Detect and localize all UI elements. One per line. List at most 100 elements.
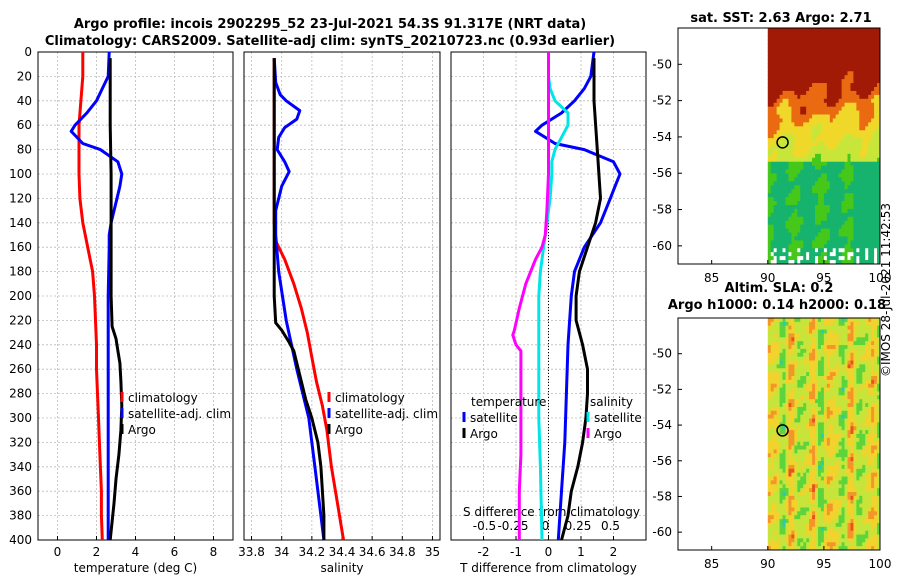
heatmap-cell <box>847 51 851 56</box>
heatmap-cell <box>794 522 798 528</box>
heatmap-cell <box>853 457 857 462</box>
heatmap-cell <box>820 472 825 477</box>
heatmap-cell <box>850 31 854 37</box>
heatmap-cell <box>871 197 875 202</box>
heatmap-cell <box>770 499 775 504</box>
heatmap-cell <box>847 83 851 88</box>
heatmap-cell <box>868 67 872 72</box>
heatmap-cell <box>853 90 857 96</box>
heatmap-cell <box>776 542 780 547</box>
heatmap-cell <box>785 75 789 80</box>
heatmap-cell <box>779 94 783 100</box>
heatmap-cell <box>806 464 810 470</box>
heatmap-cell <box>823 395 828 400</box>
heatmap-cell <box>797 31 801 37</box>
heatmap-cell <box>841 102 845 108</box>
heatmap-cell <box>797 414 801 419</box>
heatmap-cell <box>841 28 845 33</box>
heatmap-cell <box>826 484 831 489</box>
heatmap-cell <box>820 441 825 446</box>
heatmap-cell <box>785 546 789 551</box>
heatmap-cell <box>812 63 816 68</box>
heatmap-cell <box>803 503 807 508</box>
heatmap-cell <box>800 205 804 210</box>
heatmap-cell <box>782 71 786 76</box>
heatmap-cell <box>868 318 872 323</box>
heatmap-cell <box>877 519 881 524</box>
heatmap-cell <box>820 530 825 535</box>
heatmap-cell <box>794 110 798 115</box>
heatmap-cell <box>832 260 837 265</box>
heatmap-cell <box>820 480 825 485</box>
heatmap-cell <box>838 499 842 504</box>
heatmap-cell <box>797 47 801 52</box>
heatmap-cell <box>809 321 813 327</box>
heatmap-cell <box>832 495 837 501</box>
heatmap-cell <box>868 495 872 501</box>
heatmap-cell <box>862 333 866 338</box>
heatmap-cell <box>847 406 851 412</box>
heatmap-cell <box>800 90 804 96</box>
heatmap-cell <box>820 499 825 504</box>
heatmap-cell <box>817 526 822 532</box>
heatmap-cell <box>803 406 807 412</box>
heatmap-cell <box>823 252 828 257</box>
x-tick-label: 8 <box>210 545 218 559</box>
heatmap-cell <box>820 51 825 56</box>
heatmap-cell <box>850 348 854 354</box>
heatmap-cell <box>862 240 866 245</box>
heatmap-cell <box>835 173 840 178</box>
y-tick-label: 40 <box>17 94 32 108</box>
heatmap-cell <box>785 220 789 226</box>
heatmap-cell <box>812 79 816 84</box>
heatmap-cell <box>868 430 872 435</box>
heatmap-cell <box>776 348 780 354</box>
heatmap-cell <box>773 426 778 431</box>
heatmap-cell <box>812 414 816 419</box>
heatmap-cell <box>809 391 813 396</box>
x-tick-label: 95 <box>816 271 831 285</box>
heatmap-cell <box>806 376 810 381</box>
heatmap-cell <box>832 526 837 532</box>
heatmap-cell <box>832 546 837 551</box>
heatmap-cell <box>806 149 810 155</box>
heatmap-cell <box>835 185 840 190</box>
heatmap-cell <box>812 169 816 174</box>
heatmap-cell <box>803 538 807 543</box>
heatmap-cell <box>815 153 819 159</box>
heatmap-cell <box>770 181 775 186</box>
heatmap-cell <box>841 134 845 139</box>
heatmap-cell <box>835 161 840 167</box>
heatmap-cell <box>847 197 851 202</box>
heatmap-cell <box>859 325 863 330</box>
heatmap-cell <box>820 522 825 528</box>
heatmap-cell <box>868 260 872 265</box>
heatmap-cell <box>788 98 792 104</box>
heatmap-cell <box>844 422 848 427</box>
heatmap-cell <box>838 376 842 381</box>
heatmap-cell <box>832 410 837 416</box>
heatmap-cell <box>865 212 869 218</box>
heatmap-cell <box>823 372 828 377</box>
heatmap-cell <box>871 434 875 439</box>
heatmap-cell <box>823 149 828 155</box>
heatmap-cell <box>847 220 851 226</box>
heatmap-cell <box>847 114 851 119</box>
heatmap-cell <box>820 376 825 381</box>
heatmap-cell <box>791 503 795 508</box>
x-tick-label: 34.6 <box>359 545 386 559</box>
heatmap-cell <box>823 39 828 45</box>
heatmap-cell <box>826 165 831 170</box>
heatmap-cell <box>791 252 795 257</box>
heatmap-cell <box>770 341 775 346</box>
heatmap-cell <box>847 341 851 346</box>
heatmap-cell <box>832 161 837 167</box>
heatmap-cell <box>868 356 872 361</box>
heatmap-cell <box>868 480 872 485</box>
heatmap-cell <box>820 372 825 377</box>
heatmap-cell <box>862 445 866 450</box>
heatmap-cell <box>785 356 789 361</box>
heatmap-cell <box>859 391 863 396</box>
heatmap-cell <box>862 476 866 481</box>
heatmap-cell <box>847 399 851 404</box>
